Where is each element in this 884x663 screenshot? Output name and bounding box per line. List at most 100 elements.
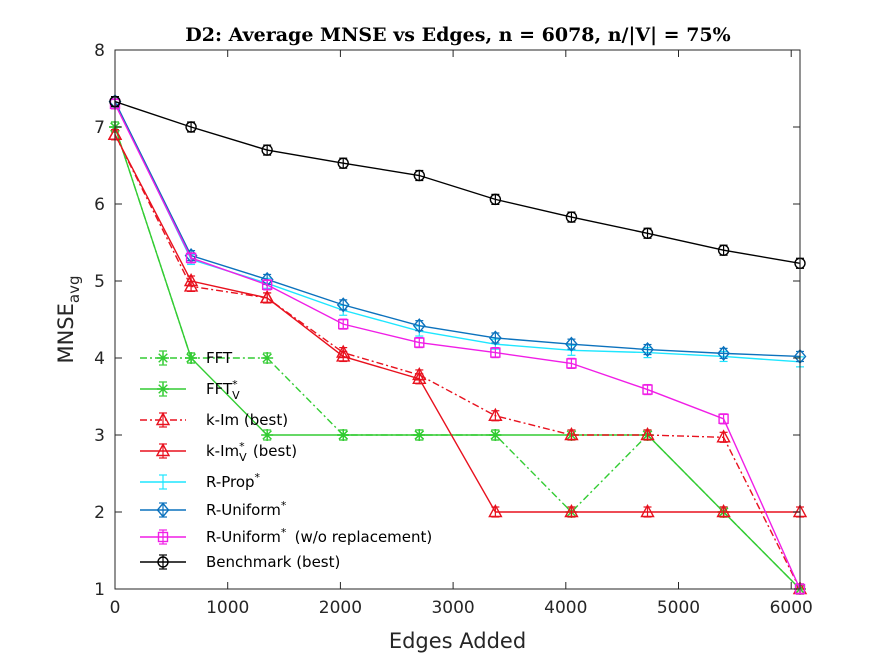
data-point	[640, 427, 655, 441]
y-tick-label: 3	[94, 426, 105, 446]
data-point	[261, 429, 274, 441]
data-point	[259, 289, 275, 304]
legend-item: R-Uniform* (w/o replacement)	[140, 526, 432, 546]
legend-label: k-Im (best)	[206, 411, 288, 429]
series-line	[114, 103, 801, 590]
data-point	[490, 347, 501, 358]
x-axis-label: Edges Added	[389, 629, 526, 653]
legend-label: R-Uniform* (w/o replacement)	[206, 526, 432, 546]
legend-label-main: FFT	[206, 380, 233, 398]
legend-label-subscript: V	[232, 389, 240, 402]
data-point	[414, 337, 425, 348]
data-point	[261, 279, 273, 291]
legend-label-suffix: (w/o replacement)	[290, 528, 432, 546]
series-line	[114, 100, 801, 264]
series-line	[114, 126, 801, 590]
series-line	[114, 101, 801, 358]
data-point	[641, 341, 654, 358]
legend-marker	[155, 443, 171, 457]
legend-marker	[157, 531, 169, 543]
data-point	[185, 352, 198, 364]
y-tick-label: 2	[94, 503, 105, 523]
data-point	[488, 407, 503, 421]
data-point	[716, 429, 731, 443]
legend-item: FFT* V	[140, 378, 240, 402]
legend-label-superscript: *	[255, 471, 261, 484]
legend-label-main: R-Prop	[206, 473, 255, 491]
legend-label-main: k-Im (best)	[206, 411, 288, 429]
legend-label-main: R-Uniform	[206, 501, 281, 519]
x-tick-label: 4000	[544, 598, 587, 618]
data-point	[642, 384, 653, 395]
legend-label: R-Prop*	[206, 471, 261, 491]
data-point	[489, 429, 502, 441]
y-axis-label-subscript: avg	[65, 275, 83, 303]
data-point	[413, 169, 425, 182]
legend-item: R-Prop*	[140, 471, 261, 491]
legend-label: FFT* V	[206, 378, 240, 402]
legend-label-subscript: V	[239, 451, 247, 464]
legend-marker	[156, 502, 170, 518]
series-line	[114, 134, 800, 513]
axis-ticks: 0 1000 2000 3000 4000 5000 6000 1 2 3 4 5 6 7 8	[94, 41, 813, 618]
legend-item: k-Im (best)	[140, 411, 288, 429]
data-point	[564, 504, 579, 518]
legend-marker	[157, 383, 169, 395]
legend-label-suffix: (best)	[248, 442, 297, 460]
x-tick-label: 1000	[206, 598, 249, 618]
x-tick-label: 2000	[319, 598, 362, 618]
chart-title: D2: Average MNSE vs Edges, n = 6078, n/|…	[185, 24, 730, 46]
data-point	[716, 504, 731, 518]
data-point	[412, 370, 427, 384]
y-tick-label: 7	[94, 118, 105, 138]
legend-item: Benchmark (best)	[140, 553, 340, 571]
legend-label-superscript: *	[239, 440, 245, 453]
data-point	[412, 318, 426, 334]
data-point	[337, 429, 350, 441]
data-point	[564, 427, 579, 441]
data-point	[338, 318, 349, 330]
legend-label-main: k-Im	[206, 442, 239, 460]
data-point	[717, 244, 730, 256]
data-point	[413, 429, 426, 441]
legend-label-main: FFT	[206, 349, 233, 367]
series-7	[109, 95, 806, 269]
legend-item: FFT	[140, 349, 233, 367]
legend-label-superscript: *	[281, 499, 287, 512]
x-tick-label: 3000	[431, 598, 474, 618]
data-point	[337, 157, 349, 169]
legend-marker	[155, 412, 171, 426]
legend-label: FFT	[206, 349, 233, 367]
axes-box	[114, 49, 801, 590]
data-point	[488, 504, 503, 518]
legend-label: k-Im* V (best)	[206, 440, 297, 464]
data-point	[566, 358, 577, 369]
legend-label-main: R-Uniform	[206, 528, 281, 546]
data-point	[185, 121, 197, 133]
data-point	[640, 504, 655, 518]
x-tick-label: 0	[110, 598, 121, 618]
legend-item: k-Im* V (best)	[140, 440, 297, 464]
data-point	[717, 345, 731, 361]
data-point	[261, 352, 274, 364]
data-point	[261, 144, 273, 156]
data-point	[489, 193, 502, 206]
legend-marker	[157, 352, 169, 364]
legend-label-superscript: *	[281, 526, 287, 539]
series-6	[109, 98, 806, 595]
series-line	[114, 101, 801, 363]
data-point	[718, 413, 729, 425]
y-tick-label: 4	[94, 349, 105, 369]
y-tick-label: 8	[94, 41, 105, 61]
legend-label: Benchmark (best)	[206, 553, 340, 571]
y-tick-label: 6	[94, 195, 105, 215]
legend-item: R-Uniform*	[140, 499, 287, 519]
data-point	[336, 297, 350, 313]
y-axis-label: MNSEavg	[54, 275, 83, 363]
series-5	[108, 94, 807, 365]
plot-area	[107, 94, 808, 595]
x-tick-label: 5000	[657, 598, 700, 618]
y-tick-label: 1	[94, 580, 105, 600]
